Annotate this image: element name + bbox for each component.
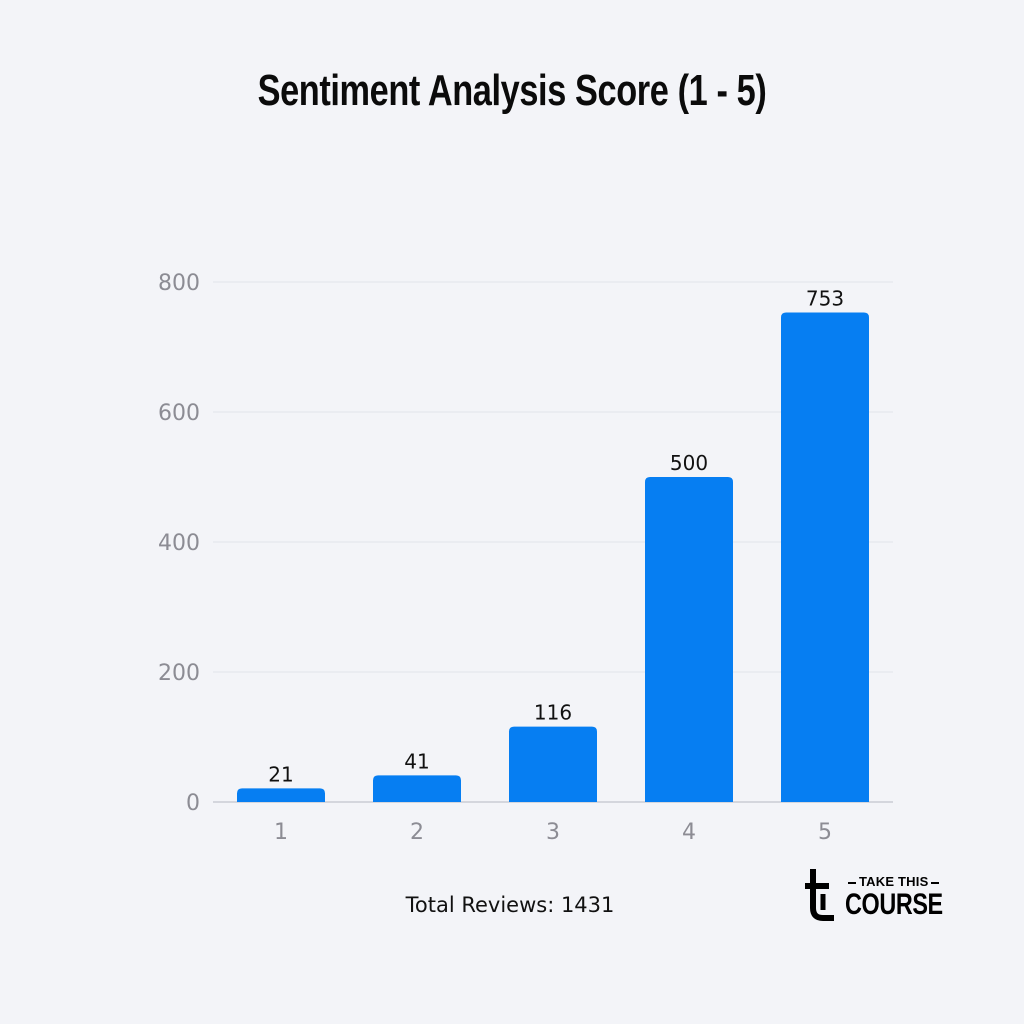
x-tick-label: 3: [546, 820, 560, 845]
take-this-course-logo-icon: [805, 869, 834, 921]
data-label: 116: [534, 701, 572, 725]
data-label: 500: [670, 451, 708, 475]
bar: [509, 726, 597, 802]
y-tick-label: 600: [158, 401, 200, 426]
data-label: 753: [806, 287, 844, 311]
logo-top-text: TAKE THIS: [845, 874, 942, 889]
bar: [237, 788, 325, 802]
x-tick-label: 4: [682, 820, 696, 845]
data-label: 41: [404, 749, 429, 773]
data-label: 21: [268, 762, 293, 786]
total-reviews-label: Total Reviews: 1431: [405, 893, 615, 917]
x-tick-label: 5: [818, 820, 832, 845]
y-tick-label: 0: [186, 791, 200, 816]
take-this-course-logo: TAKE THIS COURSE: [803, 868, 943, 926]
bar: [373, 775, 461, 802]
chart-title: Sentiment Analysis Score (1 - 5): [257, 66, 767, 115]
x-tick-label: 2: [410, 820, 424, 845]
bar: [645, 477, 733, 802]
bar: [781, 312, 869, 802]
logo-bottom-text: COURSE: [845, 888, 943, 921]
y-tick-label: 400: [158, 531, 200, 556]
y-tick-label: 200: [158, 661, 200, 686]
x-tick-label: 1: [274, 820, 288, 845]
y-tick-label: 800: [158, 271, 200, 296]
